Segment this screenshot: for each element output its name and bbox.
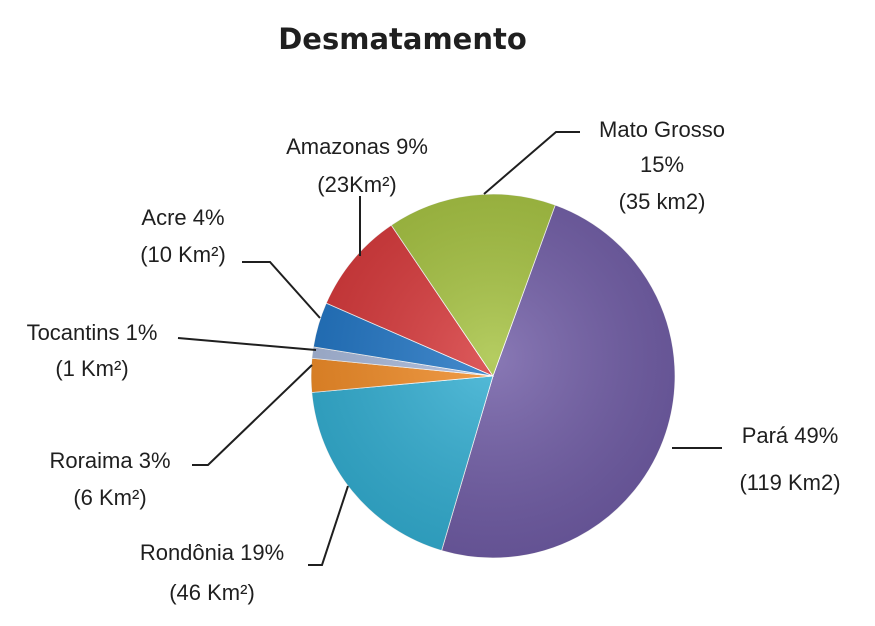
leader-line-mato-grosso [483,131,580,195]
slice-label-rond-nia: (46 Km²) [169,580,255,605]
leader-line-roraima [192,364,313,466]
slice-label-mato-grosso: 15% [640,152,684,177]
slice-label-roraima: Roraima 3% [49,448,170,473]
leader-line-rond-nia [308,485,349,566]
slice-label-roraima: (6 Km²) [73,485,146,510]
slice-label-amazonas: Amazonas 9% [286,134,428,159]
slice-label-acre: Acre 4% [141,205,224,230]
slice-label-par-: Pará 49% [742,423,839,448]
leader-line-acre [242,261,321,319]
chart-title: Desmatamento [278,22,527,56]
slice-label-par-: (119 Km2) [739,470,840,495]
leader-line-tocantins [177,337,317,351]
slice-label-mato-grosso: Mato Grosso [599,117,725,142]
slice-label-tocantins: (1 Km²) [55,356,128,381]
slice-label-acre: (10 Km²) [140,242,226,267]
slice-label-tocantins: Tocantins 1% [27,320,158,345]
slice-label-mato-grosso: (35 km2) [619,189,706,214]
slice-label-rond-nia: Rondônia 19% [140,540,284,565]
slice-label-amazonas: (23Km²) [317,172,396,197]
